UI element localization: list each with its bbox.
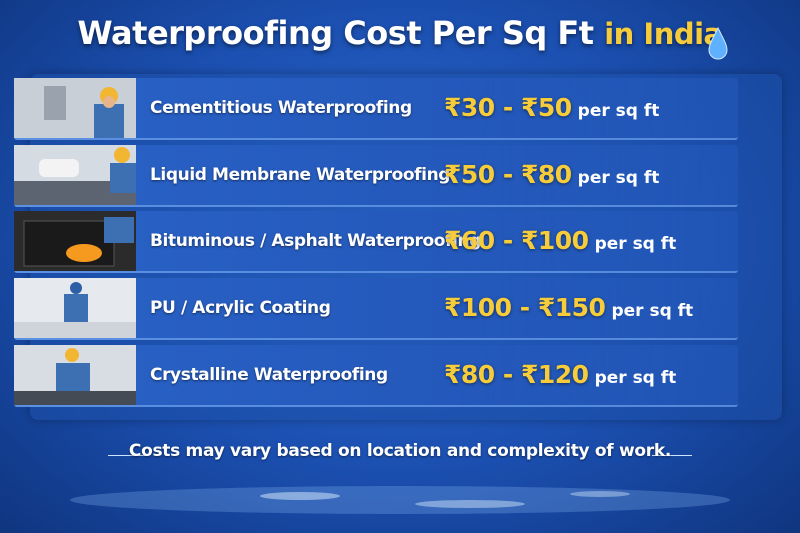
row: Liquid Membrane Waterproofing ₹50 - ₹80 pe… bbox=[14, 145, 738, 207]
price-line: ₹60 - ₹100 per sq ft bbox=[444, 211, 738, 274]
title-text: Waterproofing Cost Per Sq Ft bbox=[77, 14, 594, 52]
row-name: Liquid Membrane Waterproofing bbox=[150, 165, 451, 185]
price-line: ₹50 - ₹80 per sq ft bbox=[444, 145, 738, 208]
drop-icon bbox=[708, 26, 728, 60]
title-accent: in India bbox=[604, 17, 723, 51]
title: Waterproofing Cost Per Sq Ft in India bbox=[0, 14, 800, 52]
price-range: ₹80 - ₹120 bbox=[444, 360, 589, 389]
row-name: PU / Acrylic Coating bbox=[150, 298, 331, 318]
thumbnail bbox=[14, 278, 136, 338]
price-line: ₹100 - ₹150 per sq ft bbox=[444, 278, 738, 341]
price-unit: per sq ft bbox=[611, 301, 694, 321]
price-line: ₹80 - ₹120 per sq ft bbox=[444, 345, 738, 408]
row: Crystalline Waterproofing ₹80 - ₹120 per s… bbox=[14, 345, 738, 407]
divider bbox=[108, 455, 148, 456]
price-unit: per sq ft bbox=[577, 168, 660, 188]
row-name: Crystalline Waterproofing bbox=[150, 365, 388, 385]
price-unit: per sq ft bbox=[577, 101, 660, 121]
thumbnail bbox=[14, 211, 136, 271]
row: Cementitious Waterproofing ₹30 - ₹50 per s… bbox=[14, 78, 738, 140]
row: PU / Acrylic Coating ₹100 - ₹150 per sq ft bbox=[14, 278, 738, 340]
water-decoration bbox=[70, 486, 730, 514]
price-range: ₹60 - ₹100 bbox=[444, 226, 589, 255]
thumbnail bbox=[14, 145, 136, 205]
row: Bituminous / Asphalt Waterproofing ₹60 - … bbox=[14, 211, 738, 273]
price-range: ₹100 - ₹150 bbox=[444, 293, 606, 322]
price-range: ₹30 - ₹50 bbox=[444, 93, 572, 122]
divider bbox=[652, 455, 692, 456]
price-unit: per sq ft bbox=[594, 234, 677, 254]
price-range: ₹50 - ₹80 bbox=[444, 160, 572, 189]
row-name: Bituminous / Asphalt Waterproofing bbox=[150, 231, 481, 251]
price-line: ₹30 - ₹50 per sq ft bbox=[444, 78, 738, 141]
price-unit: per sq ft bbox=[594, 368, 677, 388]
thumbnail bbox=[14, 345, 136, 405]
footer-note: Costs may vary based on location and com… bbox=[128, 441, 672, 461]
thumbnail bbox=[14, 78, 136, 138]
row-name: Cementitious Waterproofing bbox=[150, 98, 412, 118]
